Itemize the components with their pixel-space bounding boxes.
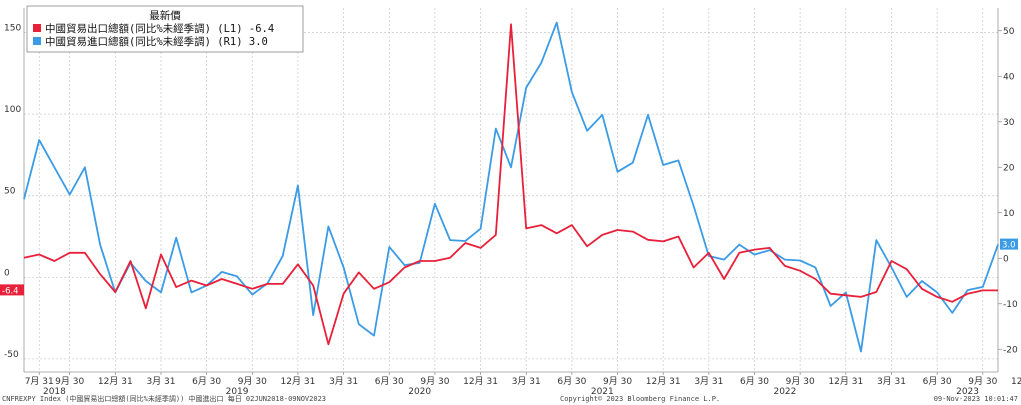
- x-tick-label: 6月 30: [192, 376, 221, 387]
- legend-swatch-export: [33, 24, 41, 32]
- x-tick-label: 12月 31: [463, 376, 498, 387]
- series-layer: [23, 21, 999, 353]
- right-tick-label: 30: [1003, 118, 1015, 128]
- last-value-badges: -6.4 3.0: [0, 238, 1018, 296]
- axes: [23, 8, 1002, 375]
- footer: CNFREXPY Index (中國貿易出口總額(同比%未經季調)) 中國進出口…: [2, 394, 1018, 403]
- last-value-badge-import-bg: [1000, 238, 1018, 250]
- right-tick-label: 40: [1003, 72, 1015, 82]
- x-tick-label: 9月 30: [55, 376, 84, 387]
- x-tick-label: 7月 31: [25, 376, 54, 387]
- footer-center: Copyright© 2023 Bloomberg Finance L.P.: [560, 395, 720, 403]
- left-tick-label: -50: [4, 350, 19, 360]
- year-label: 2021: [591, 387, 614, 397]
- x-tick-label: 6月 30: [740, 376, 769, 387]
- last-value-badge-export: -6.4: [2, 286, 19, 296]
- last-value-badge-import: 3.0: [1002, 241, 1016, 251]
- x-tick-label: 9月 30: [603, 376, 632, 387]
- year-label: 2018: [43, 387, 66, 397]
- legend-title: 最新價: [149, 9, 181, 22]
- x-tick-label: 9月 30: [786, 376, 815, 387]
- x-tick-label: 12月 31: [98, 376, 133, 387]
- legend-swatch-import: [33, 37, 41, 45]
- right-tick-label: 50: [1003, 27, 1015, 37]
- legend-entry-export: 中國貿易出口總額(同比%未經季調) (L1) -6.4: [45, 22, 274, 35]
- x-tick-label: 9月 30: [238, 376, 267, 387]
- right-tick-label: 0: [1003, 254, 1009, 264]
- footer-right: 09-Nov-2023 10:01:47: [934, 395, 1018, 403]
- x-tick-label: 9月 30: [420, 376, 449, 387]
- right-tick-label: -10: [1003, 300, 1018, 310]
- x-tick-label: 12月 31: [828, 376, 863, 387]
- footer-left: CNFREXPY Index (中國貿易出口總額(同比%未經季調)) 中國進出口…: [2, 394, 326, 403]
- year-label: 2020: [408, 387, 431, 397]
- year-label: 2022: [773, 387, 796, 397]
- x-tick-label: 3月 31: [329, 376, 358, 387]
- x-tick-label: 12月 31: [646, 376, 681, 387]
- left-tick-label: 50: [4, 187, 16, 197]
- legend: 最新價 中國貿易出口總額(同比%未經季調) (L1) -6.4 中國貿易進口總額…: [26, 5, 304, 53]
- x-tick-label: 6月 30: [375, 376, 404, 387]
- import-series-line: [23, 21, 999, 353]
- x-tick-label: 3月 31: [512, 376, 541, 387]
- x-tick-label: 12月 31: [1011, 376, 1021, 387]
- right-tick-label: -20: [1003, 345, 1018, 355]
- x-tick-label: 6月 30: [557, 376, 586, 387]
- export-series-line: [23, 23, 998, 346]
- year-label: 2019: [226, 387, 249, 397]
- left-tick-label: 0: [4, 268, 10, 278]
- left-tick-label: 100: [4, 105, 21, 115]
- right-tick-label: 10: [1003, 209, 1015, 219]
- year-label: 2023: [956, 387, 979, 397]
- x-tick-label: 6月 30: [923, 376, 952, 387]
- right-tick-label: 20: [1003, 163, 1015, 173]
- x-tick-label: 3月 31: [146, 376, 175, 387]
- left-tick-label: 150: [4, 23, 21, 33]
- x-tick-label: 3月 31: [694, 376, 723, 387]
- x-tick-label: 3月 31: [877, 376, 906, 387]
- last-value-badge-export-bg: [0, 284, 24, 296]
- legend-entry-import: 中國貿易進口總額(同比%未經季調) (R1) 3.0: [45, 35, 268, 48]
- x-tick-label: 12月 31: [281, 376, 316, 387]
- x-tick-label: 9月 30: [968, 376, 997, 387]
- legend-box: [26, 5, 304, 53]
